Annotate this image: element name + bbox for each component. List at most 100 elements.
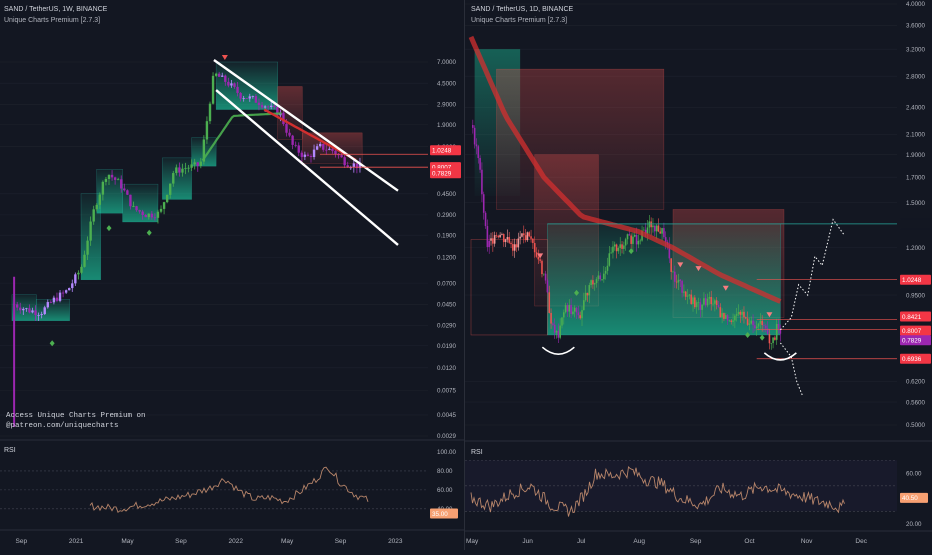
- weekly-x-tick: May: [121, 538, 134, 545]
- daily-candle: [619, 244, 622, 248]
- weekly-candle: [37, 315, 40, 316]
- daily-price-tag-bg: [900, 325, 931, 336]
- daily-candle: [559, 325, 561, 338]
- daily-candle: [552, 323, 554, 325]
- weekly-candle: [64, 290, 68, 293]
- weekly-chart-panel[interactable]: 7.00004.50002.90001.90001.20000.45000.29…: [0, 0, 465, 550]
- weekly-candle: [153, 217, 157, 219]
- weekly-candle: [266, 106, 270, 108]
- daily-buy-marker: [759, 334, 765, 341]
- weekly-chart-svg[interactable]: 7.00004.50002.90001.90001.20000.45000.29…: [0, 0, 464, 550]
- daily-candle: [472, 125, 474, 128]
- daily-candle: [628, 234, 631, 236]
- daily-candle: [735, 314, 738, 316]
- weekly-candle: [285, 124, 288, 133]
- daily-y-tick: 0.6200: [906, 379, 925, 386]
- daily-candle: [766, 328, 769, 334]
- weekly-y-tick: 1.9000: [437, 122, 456, 129]
- daily-chart-title: SAND / TetherUS, 1D, BINANCE: [471, 6, 574, 13]
- weekly-y-tick: 4.5000: [437, 80, 456, 87]
- weekly-y-tick: 0.0700: [437, 280, 456, 287]
- daily-candle: [517, 238, 520, 248]
- daily-price-tag: 0.6936: [902, 356, 922, 363]
- daily-candle: [648, 221, 651, 228]
- promo-line-2[interactable]: @patreon.com/uniquecharts: [6, 422, 119, 430]
- weekly-candle: [68, 288, 71, 291]
- daily-candle: [699, 302, 702, 310]
- daily-projection-up: [780, 218, 845, 331]
- daily-y-tick: 1.7000: [906, 174, 925, 181]
- weekly-candle: [312, 149, 316, 157]
- weekly-x-tick: May: [281, 538, 294, 545]
- daily-sell-marker: [677, 262, 684, 268]
- daily-candle: [530, 236, 532, 239]
- daily-channel-zones: [470, 49, 785, 336]
- weekly-candle: [172, 173, 175, 184]
- daily-y-tick: 0.5600: [906, 399, 925, 406]
- daily-y-tick: 2.1000: [906, 132, 925, 139]
- daily-candle: [610, 252, 612, 254]
- daily-rsi-value-bg: [900, 492, 928, 503]
- daily-candle: [597, 275, 600, 280]
- daily-candle: [568, 305, 571, 312]
- weekly-candle: [202, 139, 206, 162]
- daily-candle: [586, 292, 589, 296]
- daily-candle: [526, 232, 529, 241]
- weekly-candle: [325, 149, 328, 151]
- daily-candle: [764, 325, 767, 329]
- weekly-candle: [25, 308, 28, 310]
- daily-candle: [617, 247, 620, 252]
- weekly-candle: [214, 73, 218, 76]
- weekly-y-tick: 0.0450: [437, 302, 456, 309]
- weekly-candle: [141, 211, 144, 215]
- daily-candle: [475, 144, 478, 147]
- daily-candle: [746, 318, 749, 325]
- daily-chart-panel[interactable]: 4.0000 3.6000 3.2000 2.8000 2.4000 2.1000 1.90…: [440, 0, 932, 550]
- daily-candle: [528, 232, 531, 237]
- weekly-candle: [300, 152, 304, 157]
- weekly-candle: [46, 302, 49, 308]
- daily-candle: [646, 227, 649, 234]
- daily-candle: [744, 317, 747, 319]
- daily-candle: [734, 315, 736, 321]
- weekly-candle: [303, 154, 307, 157]
- weekly-candle: [95, 204, 98, 210]
- daily-candle: [637, 240, 640, 245]
- daily-candle: [490, 238, 492, 241]
- daily-x-tick: Dec: [855, 538, 867, 545]
- daily-candle: [670, 258, 672, 272]
- daily-candle: [512, 244, 514, 251]
- daily-candle: [566, 305, 569, 312]
- daily-candle: [592, 280, 594, 285]
- daily-candle: [588, 285, 591, 296]
- daily-candle: [659, 231, 662, 234]
- weekly-candle: [28, 308, 31, 313]
- daily-candle: [479, 158, 481, 170]
- daily-candle: [686, 295, 689, 297]
- daily-price-tag-bg: [900, 311, 931, 322]
- weekly-x-tick: 2022: [228, 538, 243, 545]
- daily-candle: [743, 311, 745, 318]
- daily-x-tick: Jul: [577, 538, 586, 545]
- daily-candle: [723, 313, 725, 319]
- weekly-candle: [306, 154, 310, 156]
- daily-candle: [763, 325, 765, 326]
- daily-candle: [737, 311, 740, 315]
- weekly-candle: [110, 174, 114, 178]
- weekly-y-tick: 0.4500: [437, 191, 456, 198]
- daily-y-tick: 1.2000: [906, 245, 925, 252]
- daily-candle: [726, 315, 729, 321]
- promo-line-1: Access Unique Charts Premium on: [6, 412, 146, 420]
- weekly-candle: [144, 214, 147, 218]
- daily-candle: [564, 305, 567, 313]
- daily-chart-svg[interactable]: 4.0000 3.6000 3.2000 2.8000 2.4000 2.1000 1.90…: [440, 0, 932, 550]
- daily-red-ribbon: [468, 35, 782, 304]
- weekly-candle: [101, 181, 105, 195]
- daily-x-tick: Sep: [690, 538, 702, 545]
- daily-candle: [581, 310, 583, 319]
- daily-candle: [639, 240, 642, 242]
- daily-candle: [495, 235, 498, 236]
- daily-candle: [703, 298, 705, 305]
- weekly-candle: [248, 96, 251, 99]
